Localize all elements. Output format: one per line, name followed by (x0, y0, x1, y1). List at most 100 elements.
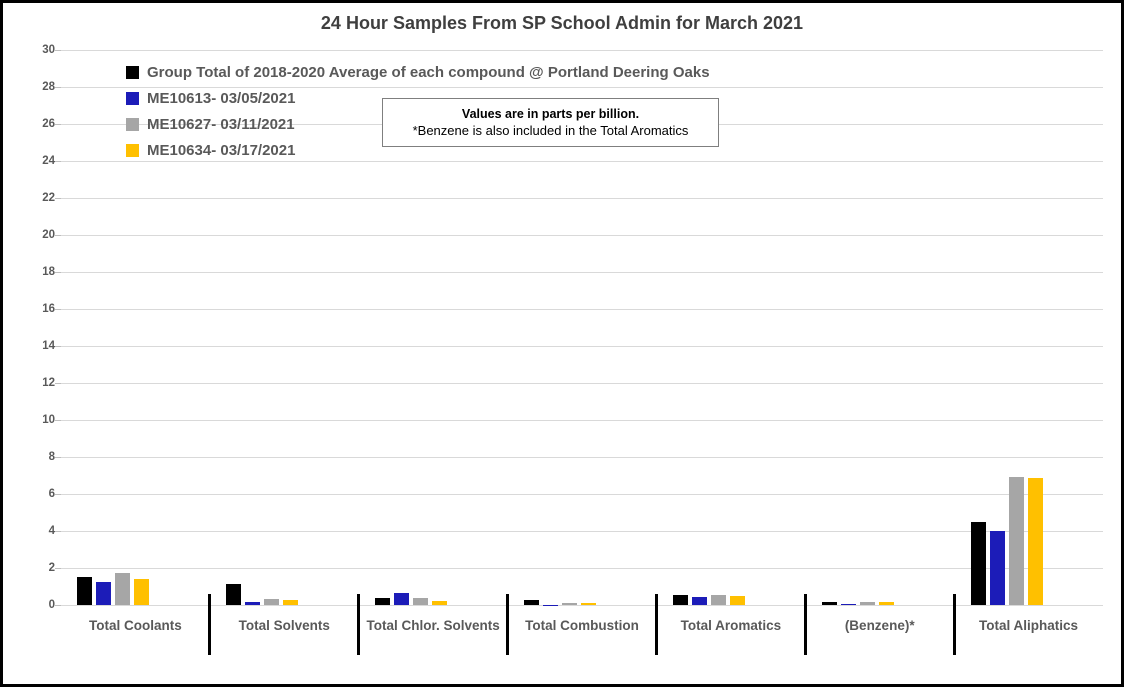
category-divider (357, 594, 361, 655)
bar-total-aromatics-series-2 (710, 595, 726, 605)
bar-total-coolants-series-2 (115, 572, 131, 605)
y-axis-tick (55, 420, 61, 421)
bar-total-chlor-solvents-series-1 (394, 593, 410, 605)
y-axis-label-2: 2 (48, 562, 55, 574)
category-divider (506, 594, 510, 655)
gridline-y-16 (61, 309, 1103, 310)
y-axis-tick (55, 457, 61, 458)
x-axis-label-2: Total Chlor. Solvents (366, 618, 500, 633)
y-axis-label-14: 14 (42, 340, 55, 352)
bar-total-aromatics-series-0 (672, 594, 688, 605)
note-box: Values are in parts per billion. *Benzen… (382, 98, 719, 147)
bar-total-solvents-series-2 (264, 598, 280, 605)
bar-total-combustion-series-2 (562, 603, 577, 605)
bar-total-solvents-series-3 (283, 600, 299, 605)
y-axis-label-22: 22 (42, 192, 55, 204)
bar-total-solvents-series-1 (245, 601, 261, 605)
y-axis-label-18: 18 (42, 266, 55, 278)
y-axis-label-6: 6 (48, 488, 55, 500)
y-axis-label-20: 20 (42, 229, 55, 241)
y-axis-label-16: 16 (42, 303, 55, 315)
bar-total-combustion-series-0 (524, 600, 539, 605)
bar--benzene--series-0 (821, 601, 837, 605)
category-divider (803, 594, 807, 655)
legend-label-0: Group Total of 2018-2020 Average of each… (147, 63, 710, 81)
category-divider (952, 594, 956, 655)
legend-swatch-icon (126, 65, 139, 79)
category-divider (208, 594, 212, 655)
y-axis-tick (55, 531, 61, 532)
gridline-y-24 (61, 161, 1103, 162)
gridline-y-6 (61, 494, 1103, 495)
y-axis-tick (55, 124, 61, 125)
gridline-y-10 (61, 420, 1103, 421)
y-axis-tick (55, 235, 61, 236)
legend-label-3: ME10634- 03/17/2021 (147, 141, 296, 159)
y-axis-tick (55, 50, 61, 51)
gridline-y-12 (61, 383, 1103, 384)
note-benzene-text: *Benzene is also included in the Total A… (412, 123, 689, 138)
note-units-text: Values are in parts per billion. (461, 107, 640, 121)
x-axis-label-5: (Benzene)* (844, 618, 915, 633)
gridline-y-20 (61, 235, 1103, 236)
bar-total-chlor-solvents-series-2 (413, 597, 429, 605)
x-axis-label-6: Total Aliphatics (979, 618, 1079, 633)
bar-total-combustion-series-3 (581, 603, 596, 605)
y-axis-tick (55, 87, 61, 88)
bar-total-aromatics-series-1 (691, 596, 707, 605)
y-axis-label-8: 8 (48, 451, 55, 463)
legend-swatch-icon (126, 117, 139, 131)
legend-swatch-icon (126, 91, 139, 105)
y-axis-label-28: 28 (42, 81, 55, 93)
bar-total-coolants-series-1 (96, 581, 112, 605)
bar--benzene--series-1 (840, 603, 856, 605)
y-axis-label-4: 4 (48, 525, 55, 537)
bar-total-coolants-series-0 (77, 577, 93, 605)
y-axis-label-24: 24 (42, 155, 55, 167)
bar--benzene--series-3 (878, 601, 894, 605)
bar-total-aliphatics-series-3 (1027, 478, 1043, 605)
y-axis-label-10: 10 (42, 414, 55, 426)
x-axis-label-3: Total Combustion (525, 618, 639, 633)
y-axis-tick (55, 494, 61, 495)
gridline-y-0 (61, 605, 1103, 606)
y-axis-tick (55, 198, 61, 199)
category-divider (654, 594, 658, 655)
y-axis-label-0: 0 (48, 599, 55, 611)
legend-item-1: ME10613- 03/05/2021 (126, 85, 710, 111)
bar-total-aliphatics-series-0 (970, 521, 986, 605)
gridline-y-28 (61, 87, 1103, 88)
legend-label-1: ME10613- 03/05/2021 (147, 89, 296, 107)
y-axis-tick (55, 605, 61, 606)
bar-total-coolants-series-3 (134, 579, 150, 605)
legend-item-3: ME10634- 03/17/2021 (126, 137, 710, 163)
x-axis-label-4: Total Aromatics (680, 618, 782, 633)
y-axis-tick (55, 568, 61, 569)
x-axis-label-1: Total Solvents (238, 618, 330, 633)
legend-label-2: ME10627- 03/11/2021 (147, 115, 295, 133)
gridline-y-2 (61, 568, 1103, 569)
gridline-y-30 (61, 50, 1103, 51)
bar-total-aromatics-series-3 (729, 595, 745, 605)
bar-total-aliphatics-series-1 (989, 531, 1005, 605)
y-axis-tick (55, 383, 61, 384)
gridline-y-8 (61, 457, 1103, 458)
bar-total-chlor-solvents-series-0 (375, 597, 391, 605)
legend-swatch-icon (126, 143, 139, 157)
legend-item-0: Group Total of 2018-2020 Average of each… (126, 59, 710, 85)
y-axis-tick (55, 272, 61, 273)
plot-area: 0 2 4 6 8 10 12 14 16 18 20 22 24 26 28 30 (42, 44, 1103, 611)
bar-total-solvents-series-0 (226, 583, 242, 605)
y-axis-tick (55, 309, 61, 310)
y-axis-label-12: 12 (42, 377, 55, 389)
chart-title: 24 Hour Samples From SP School Admin for… (320, 13, 804, 33)
gridline-y-4 (61, 531, 1103, 532)
bar-total-aliphatics-series-2 (1008, 477, 1024, 605)
gridline-y-14 (61, 346, 1103, 347)
y-axis-label-30: 30 (42, 44, 55, 56)
y-axis-label-26: 26 (42, 118, 55, 130)
chart-legend: Group Total of 2018-2020 Average of each… (126, 59, 710, 163)
y-axis-tick (55, 346, 61, 347)
bar-total-chlor-solvents-series-3 (432, 600, 448, 605)
